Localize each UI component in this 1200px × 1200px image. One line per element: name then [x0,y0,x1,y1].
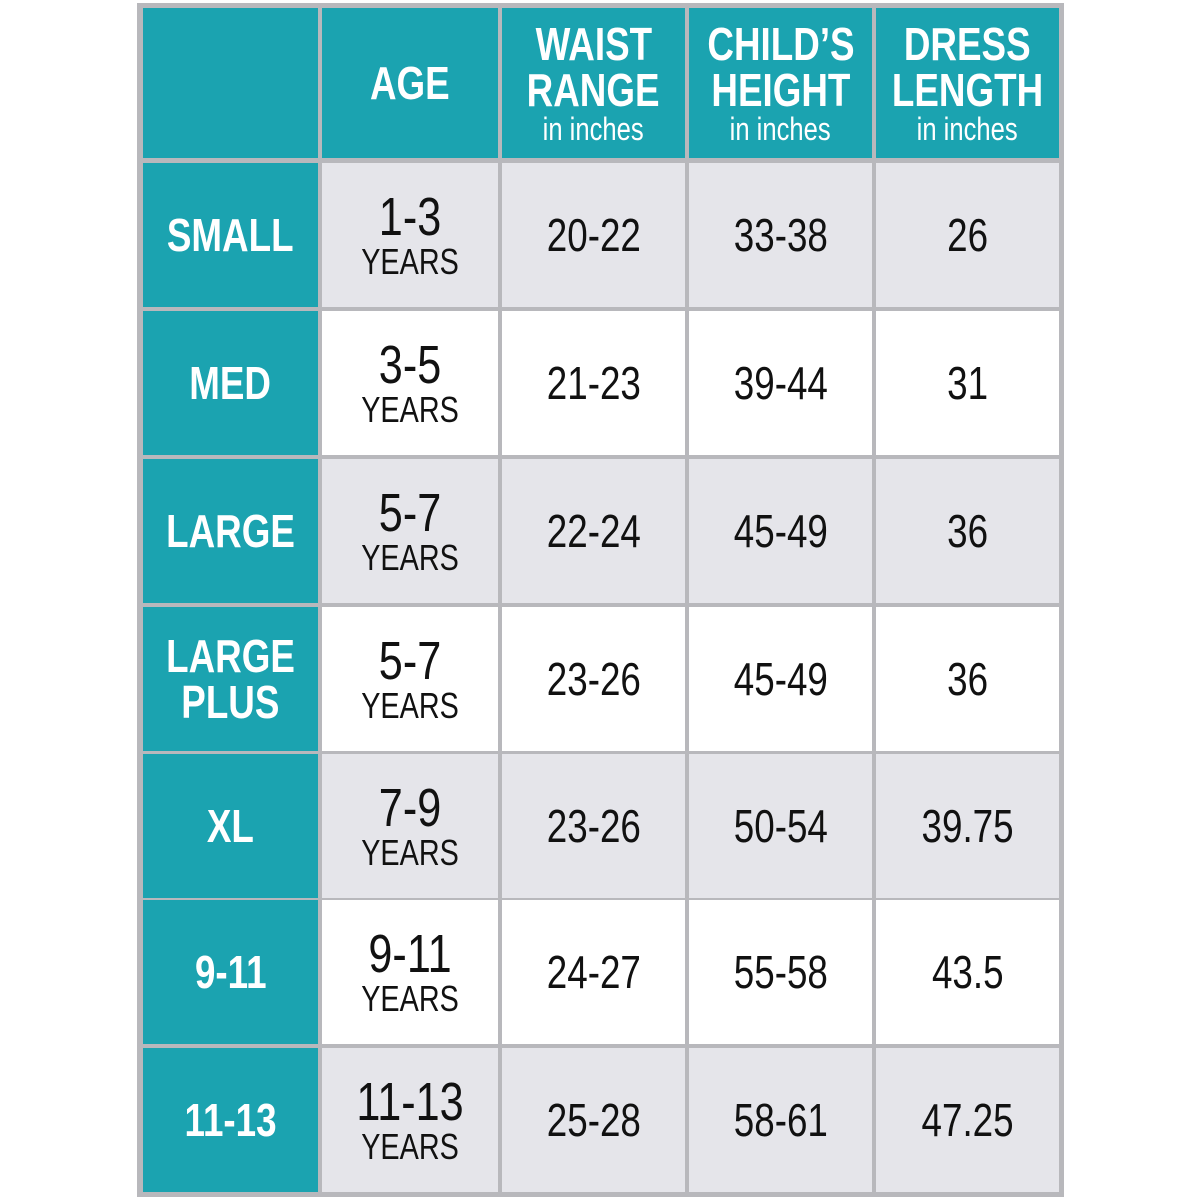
size-label: SMALL [167,209,294,261]
waist-value: 23-26 [546,800,641,852]
size-label: 11-13 [184,1094,277,1146]
age-unit: YEARS [361,685,459,726]
header-cell: CHILD’S HEIGHT in inches [689,8,872,158]
length-value: 43.5 [931,946,1004,998]
age-range: 9-11 [368,924,452,984]
header-subtitle: in inches [542,111,645,147]
size-cell: XL [143,754,318,898]
age-range: 5-7 [378,483,442,543]
length-value: 26 [947,209,988,261]
size-cell: MED [143,311,318,455]
waist-value: 21-23 [546,357,641,409]
header-title: HEIGHT [710,64,851,116]
age-range: 11-13 [356,1072,464,1132]
header-title: DRESS [904,18,1031,70]
length-cell: 39.75 [876,754,1059,898]
waist-cell: 23-26 [502,754,685,898]
age-unit: YEARS [361,832,459,873]
header-title: RANGE [527,64,660,116]
size-cell: 9-11 [143,900,318,1044]
height-value: 50-54 [733,800,828,852]
age-cell: 1-3 YEARS [322,163,498,307]
height-cell: 45-49 [689,459,872,603]
waist-cell: 23-26 [502,607,685,751]
header-title: WAIST [535,18,652,70]
size-cell: SMALL [143,163,318,307]
length-cell: 47.25 [876,1048,1059,1192]
size-label: LARGE [166,505,295,557]
size-label: XL [206,800,255,852]
age-cell: 7-9 YEARS [322,754,498,898]
age-range: 5-7 [378,631,442,691]
header-cell: AGE [322,8,498,158]
age-cell: 11-13 YEARS [322,1048,498,1192]
size-label: PLUS [181,676,280,728]
height-cell: 33-38 [689,163,872,307]
length-cell: 36 [876,459,1059,603]
length-value: 39.75 [921,800,1014,852]
age-cell: 9-11 YEARS [322,900,498,1044]
header-cell: WAIST RANGE in inches [502,8,685,158]
height-cell: 58-61 [689,1048,872,1192]
age-range: 1-3 [378,187,442,247]
header-title: AGE [370,57,450,109]
age-range: 7-9 [378,778,442,838]
waist-cell: 25-28 [502,1048,685,1192]
waist-value: 23-26 [546,653,641,705]
waist-cell: 22-24 [502,459,685,603]
size-label: 9-11 [194,946,267,998]
height-value: 45-49 [733,653,828,705]
header-title: LENGTH [891,64,1044,116]
height-value: 55-58 [733,946,828,998]
size-cell: LARGE [143,459,318,603]
size-label: LARGE [166,630,295,682]
height-value: 45-49 [733,505,828,557]
header-cell: DRESS LENGTH in inches [876,8,1059,158]
size-cell: LARGE PLUS [143,607,318,751]
age-unit: YEARS [361,537,459,578]
size-label: MED [189,357,272,409]
age-cell: 5-7 YEARS [322,459,498,603]
length-cell: 31 [876,311,1059,455]
header-title: CHILD’S [706,18,855,70]
header-subtitle: in inches [729,111,832,147]
waist-value: 22-24 [546,505,641,557]
waist-cell: 21-23 [502,311,685,455]
length-value: 36 [947,505,988,557]
height-cell: 39-44 [689,311,872,455]
length-value: 36 [947,653,988,705]
age-cell: 5-7 YEARS [322,607,498,751]
length-cell: 36 [876,607,1059,751]
header-subtitle: in inches [916,111,1019,147]
height-cell: 55-58 [689,900,872,1044]
length-value: 31 [947,357,988,409]
corner-cell [143,8,318,158]
waist-value: 25-28 [546,1094,641,1146]
height-value: 33-38 [733,209,828,261]
age-range: 3-5 [378,335,442,395]
waist-value: 20-22 [546,209,641,261]
length-value: 47.25 [921,1094,1014,1146]
height-cell: 50-54 [689,754,872,898]
length-cell: 26 [876,163,1059,307]
size-cell: 11-13 [143,1048,318,1192]
height-cell: 45-49 [689,607,872,751]
length-cell: 43.5 [876,900,1059,1044]
height-value: 58-61 [733,1094,828,1146]
height-value: 39-44 [733,357,828,409]
age-unit: YEARS [361,241,459,282]
age-unit: YEARS [361,978,459,1019]
waist-cell: 24-27 [502,900,685,1044]
age-unit: YEARS [361,1126,459,1167]
age-cell: 3-5 YEARS [322,311,498,455]
waist-value: 24-27 [546,946,641,998]
waist-cell: 20-22 [502,163,685,307]
age-unit: YEARS [361,389,459,430]
